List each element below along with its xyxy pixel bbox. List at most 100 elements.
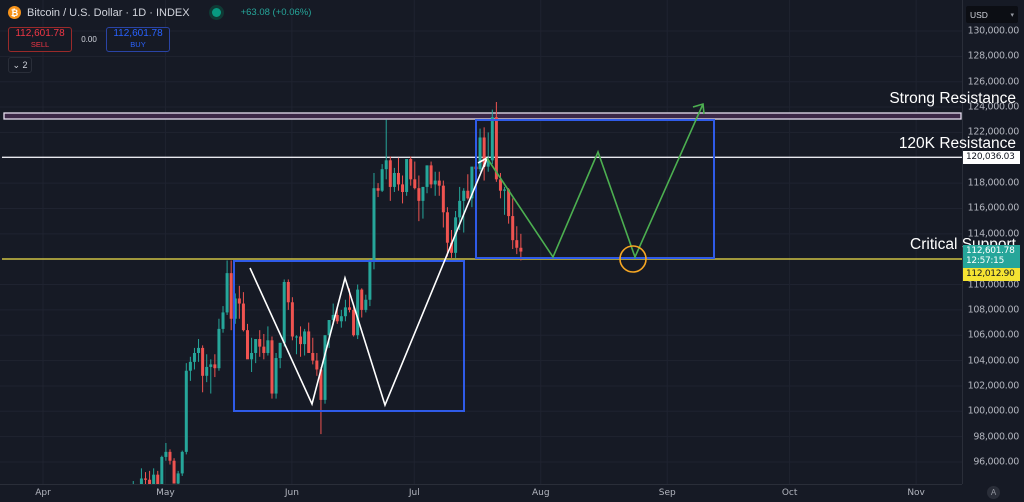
currency-value: USD <box>970 9 988 20</box>
candle-body <box>241 303 245 331</box>
candle-body <box>188 361 192 371</box>
candle-body <box>421 186 425 201</box>
candle-body <box>372 188 376 262</box>
candle-body <box>507 189 511 217</box>
time-tick: Aug <box>531 488 550 498</box>
sell-button[interactable]: 112,601.78 SELL <box>8 27 72 52</box>
time-tick: Nov <box>907 488 925 498</box>
candle-body <box>339 316 343 322</box>
projection-line <box>486 103 704 260</box>
candle-body <box>250 352 254 360</box>
price-tick: 122,000.00 <box>967 126 1020 138</box>
time-tick: May <box>156 488 175 498</box>
price-tick: 116,000.00 <box>967 202 1020 214</box>
candle-body <box>286 281 290 303</box>
candle-body <box>168 451 172 461</box>
candle-body <box>470 166 474 199</box>
candle-body <box>356 289 360 336</box>
candle-body <box>225 273 229 313</box>
candle-body <box>246 330 249 360</box>
strong-resistance-band <box>3 112 962 120</box>
resistance-120k-label: 120K Resistance <box>898 135 1016 152</box>
candle-body <box>172 460 176 484</box>
candle-body <box>323 335 327 400</box>
indicators-collapse-button[interactable]: ⌄ 2 <box>8 57 32 73</box>
time-axis[interactable]: Apr May Jun Jul Aug Sep Oct Nov <box>0 484 962 502</box>
candle-body <box>482 137 486 167</box>
candle-body <box>266 340 270 353</box>
candle-body <box>392 172 396 187</box>
candlestick-chart[interactable] <box>0 0 962 484</box>
candle-body <box>144 478 147 480</box>
price-tick: 130,000.00 <box>967 25 1020 37</box>
candle-body <box>409 159 413 180</box>
candle-body <box>148 479 152 484</box>
buy-label: BUY <box>130 40 146 49</box>
candle-body <box>192 352 196 362</box>
candle-body <box>519 247 523 252</box>
time-tick: Jun <box>284 488 299 498</box>
price-tick: 114,000.00 <box>967 228 1020 240</box>
spread-value: 0.00 <box>81 35 97 44</box>
time-tick: Sep <box>658 488 676 498</box>
candle-body <box>462 190 466 201</box>
candle-body <box>139 478 143 484</box>
price-tick: 118,000.00 <box>967 177 1020 189</box>
candle-body <box>209 364 213 367</box>
candle-body <box>282 281 286 343</box>
candle-body <box>233 298 237 319</box>
candle-body <box>327 320 331 336</box>
projection-arrowhead-icon <box>692 102 705 115</box>
candle-body <box>197 347 201 353</box>
bar-countdown: 12:57:15 <box>966 256 1005 266</box>
price-tick: 110,000.00 <box>967 279 1020 291</box>
last-price-tag: 112,601.78 12:57:15 <box>963 245 1020 268</box>
price-tick: 104,000.00 <box>967 355 1020 367</box>
auto-scale-button[interactable]: A <box>987 486 1000 499</box>
candle-body <box>331 314 335 321</box>
candle-body <box>441 185 445 213</box>
currency-select[interactable]: USD ▾ <box>966 6 1018 23</box>
candle-body <box>213 364 217 369</box>
candle-body <box>176 473 180 484</box>
candle-body <box>274 358 278 394</box>
candle-body <box>254 339 258 353</box>
candle-body <box>343 307 347 317</box>
candle-body <box>299 336 303 345</box>
price-axis[interactable]: 130,000.00 128,000.00 126,000.00 124,000.00… <box>962 0 1024 484</box>
range-box-jul-aug <box>475 119 715 259</box>
candle-body <box>184 370 188 452</box>
candle-body <box>458 200 462 218</box>
last-price: 112,601.78 <box>966 246 1015 256</box>
price-tick: 106,000.00 <box>967 329 1020 341</box>
candle-body <box>490 117 494 161</box>
candle-body <box>376 188 380 191</box>
candle-body <box>152 474 156 484</box>
candle-body <box>503 189 507 191</box>
candle-body <box>425 165 429 187</box>
buy-button[interactable]: 112,601.78 BUY <box>106 27 170 52</box>
chevron-down-icon: ▾ <box>1010 11 1014 19</box>
candle-body <box>380 169 384 191</box>
price-tick: 98,000.00 <box>973 431 1019 443</box>
support-test-circle <box>619 245 647 273</box>
price-tick: 100,000.00 <box>967 405 1020 417</box>
candle-body <box>368 261 372 300</box>
candle-body <box>486 160 490 167</box>
resistance-price-tag: 120,036.03 <box>963 151 1020 164</box>
candle-body <box>364 299 368 310</box>
candle-body <box>515 240 519 248</box>
candle-body <box>294 336 298 338</box>
candle-body <box>413 179 417 189</box>
candle-body <box>348 307 351 310</box>
candle-body <box>201 347 205 376</box>
trade-panel: 112,601.78 SELL 0.00 112,601.78 BUY <box>8 27 170 52</box>
price-change: +63.08 (+0.06%) <box>240 7 312 18</box>
candle-body <box>494 117 498 180</box>
symbol-title[interactable]: Bitcoin / U.S. Dollar · 1D · INDEX <box>27 6 190 19</box>
chart-area[interactable] <box>0 0 962 484</box>
candle-body <box>352 309 356 336</box>
candle-body <box>335 314 339 322</box>
candle-body <box>278 342 282 359</box>
candle-body <box>401 184 405 192</box>
